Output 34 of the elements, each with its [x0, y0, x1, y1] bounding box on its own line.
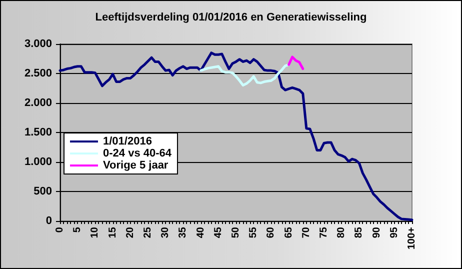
x-tick-label: 60 — [266, 226, 277, 238]
x-tick-label: 35 — [178, 226, 189, 238]
legend-label: 1/01/2016 — [103, 136, 152, 148]
x-tick-label: 90 — [371, 226, 382, 238]
y-tick-label: 1.500 — [24, 126, 52, 138]
x-tick-label: 20 — [124, 226, 136, 238]
legend-label: Vorige 5 jaar — [103, 160, 169, 172]
legend-label: 0-24 vs 40-64 — [103, 148, 172, 160]
x-tick-label: 85 — [354, 226, 365, 238]
line-series — [200, 63, 290, 87]
x-tick-label: 80 — [336, 226, 348, 238]
x-tick-label: 55 — [248, 226, 260, 238]
line-series — [288, 56, 304, 70]
x-tick-label: 50 — [230, 226, 242, 238]
x-tick-label: 100+ — [406, 226, 418, 250]
y-tick-label: 3.000 — [24, 38, 52, 50]
y-tick-label: 1.000 — [24, 156, 52, 168]
x-tick-label: 40 — [195, 226, 206, 238]
x-tick-label: 0 — [54, 226, 66, 233]
y-tick-label: 500 — [34, 186, 52, 198]
x-tick-label: 65 — [283, 226, 294, 238]
x-tick-label: 70 — [300, 226, 312, 238]
line-series — [58, 52, 414, 222]
y-tick-label: 2.000 — [24, 97, 52, 109]
x-tick-label: 5 — [72, 226, 84, 233]
chart-title: Leeftijdsverdeling 01/01/2016 en Generatiewisseling — [95, 12, 367, 24]
x-tick-label: 15 — [107, 226, 118, 238]
x-tick-label: 25 — [142, 226, 154, 238]
x-tick-label: 45 — [212, 226, 224, 238]
x-tick-label: 75 — [318, 226, 330, 238]
x-tick-label: 10 — [90, 226, 101, 238]
x-tick-label: 30 — [160, 226, 172, 238]
x-tick-label: 95 — [388, 226, 400, 238]
y-tick-label: 2.500 — [24, 68, 52, 80]
